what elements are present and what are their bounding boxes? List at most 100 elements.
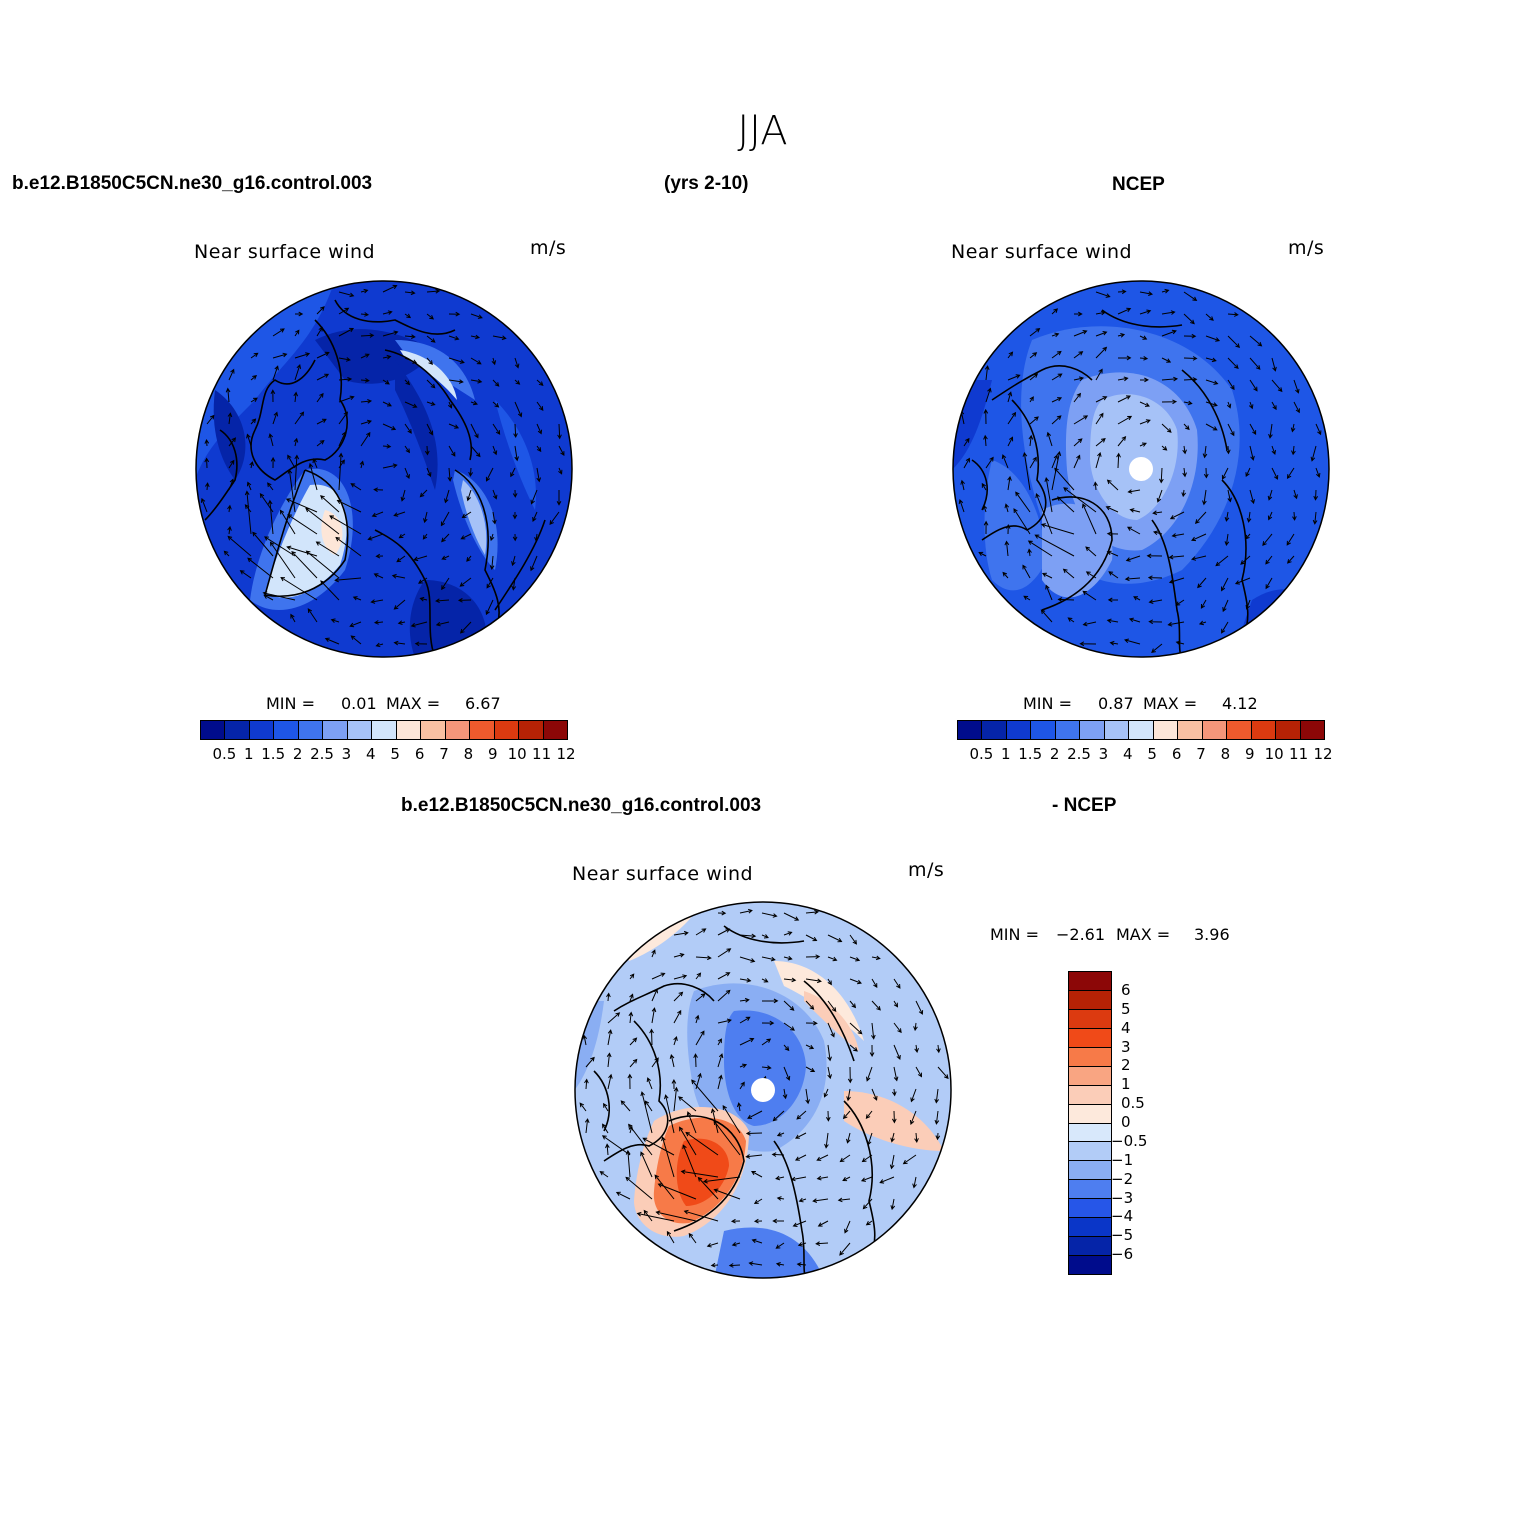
wind-vector xyxy=(812,1198,829,1203)
wind-vector xyxy=(796,1262,807,1267)
wind-vector xyxy=(513,423,518,439)
wind-vector xyxy=(1109,640,1119,646)
wind-vector xyxy=(695,1030,705,1046)
wind-vector xyxy=(695,955,712,961)
wind-vector xyxy=(316,326,323,337)
wind-vector xyxy=(262,591,296,601)
wind-vector xyxy=(1051,454,1058,469)
wind-vector xyxy=(1224,533,1230,547)
wind-vector xyxy=(204,457,210,469)
wind-vector xyxy=(1029,456,1037,469)
wind-vector xyxy=(651,1007,657,1024)
wind-vector xyxy=(871,955,881,961)
wind-vector xyxy=(651,972,666,980)
wind-vector xyxy=(1108,571,1119,579)
wind-vector xyxy=(691,1079,719,1112)
wind-vector xyxy=(470,378,483,384)
wind-vector xyxy=(460,533,472,540)
wind-vector xyxy=(629,973,635,980)
wind-vector xyxy=(1310,445,1317,462)
wind-vector xyxy=(294,411,305,425)
colorbar-tick-label: 3 xyxy=(1098,745,1109,763)
wind-vector xyxy=(636,1211,675,1222)
wind-vector xyxy=(1051,308,1059,315)
wind-vector xyxy=(805,954,821,960)
wind-vector xyxy=(739,997,750,1003)
wind-vector xyxy=(448,311,461,317)
wind-vector xyxy=(686,1111,697,1134)
wind-vector xyxy=(1215,555,1229,567)
wind-vector xyxy=(644,1100,653,1112)
wind-vector xyxy=(849,978,862,985)
wind-vector xyxy=(695,928,707,936)
wind-vector xyxy=(447,401,453,409)
wind-vector xyxy=(514,379,521,385)
wind-vector xyxy=(584,1118,590,1134)
wind-vector xyxy=(1127,489,1141,494)
wind-vector xyxy=(673,974,688,980)
colorbar-box xyxy=(1202,721,1228,739)
colorbar-box xyxy=(347,721,373,739)
wind-vector xyxy=(426,467,432,478)
wind-vector xyxy=(419,489,428,498)
wind-vector xyxy=(664,1094,675,1134)
wind-vector xyxy=(1028,434,1034,447)
wind-vector xyxy=(338,307,350,315)
wind-vector xyxy=(510,467,516,478)
wind-vector xyxy=(849,1022,863,1035)
wind-vector xyxy=(1198,620,1207,626)
wind-vector xyxy=(360,312,370,317)
wind-vector xyxy=(459,621,472,634)
wind-vector xyxy=(1183,423,1190,431)
wind-vector xyxy=(264,536,296,557)
wind-vector xyxy=(739,1063,748,1069)
wind-vector xyxy=(375,553,384,559)
wind-vector xyxy=(1139,377,1149,383)
wind-vector xyxy=(827,1066,832,1080)
wind-vector xyxy=(849,1044,858,1052)
colorbar-tick-label: 1.5 xyxy=(1018,745,1043,763)
wind-vector xyxy=(1117,415,1133,425)
colorbar-tick-label: 6 xyxy=(1121,980,1131,999)
wind-vector xyxy=(1046,431,1053,447)
wind-vector xyxy=(1054,467,1075,491)
wind-vector xyxy=(823,1088,829,1098)
wind-vector xyxy=(871,978,878,988)
wind-vector xyxy=(805,909,820,915)
wind-vector xyxy=(629,1058,638,1068)
wind-vector xyxy=(761,1038,772,1046)
wind-vector xyxy=(607,1012,621,1024)
wind-vector xyxy=(678,1096,697,1112)
wind-vector xyxy=(1161,399,1178,405)
wind-vector xyxy=(1221,577,1229,592)
wind-vector xyxy=(272,328,285,337)
wind-vector xyxy=(1202,445,1208,459)
wind-vector xyxy=(912,1176,917,1189)
wind-vector xyxy=(316,351,330,359)
wind-vector xyxy=(1040,609,1053,623)
colorbar-box xyxy=(1055,721,1081,739)
wind-vector xyxy=(683,1209,719,1222)
wind-vector xyxy=(824,1132,829,1149)
wind-vector xyxy=(1029,416,1039,425)
wind-vector xyxy=(382,443,392,449)
wind-vector xyxy=(1107,597,1119,603)
wind-vector xyxy=(1267,511,1273,521)
wind-vector xyxy=(426,313,435,320)
wind-vector xyxy=(1313,489,1319,501)
wind-vector xyxy=(582,1034,588,1046)
wind-vector xyxy=(695,993,706,1002)
wind-vector xyxy=(717,928,731,936)
colorbar-box xyxy=(1069,1161,1111,1181)
wind-vector xyxy=(1161,329,1177,337)
wind-vector xyxy=(805,978,822,984)
wind-vector xyxy=(1249,423,1257,436)
colorbar-tick-label: 0 xyxy=(1121,1113,1131,1131)
wind-vector xyxy=(1013,508,1031,535)
colorbar-box xyxy=(323,721,348,739)
wind-vector xyxy=(252,531,274,557)
wind-vector xyxy=(1168,554,1185,560)
wind-vector xyxy=(1095,310,1106,316)
wind-vector xyxy=(1095,412,1104,425)
wind-vector xyxy=(1271,467,1279,480)
